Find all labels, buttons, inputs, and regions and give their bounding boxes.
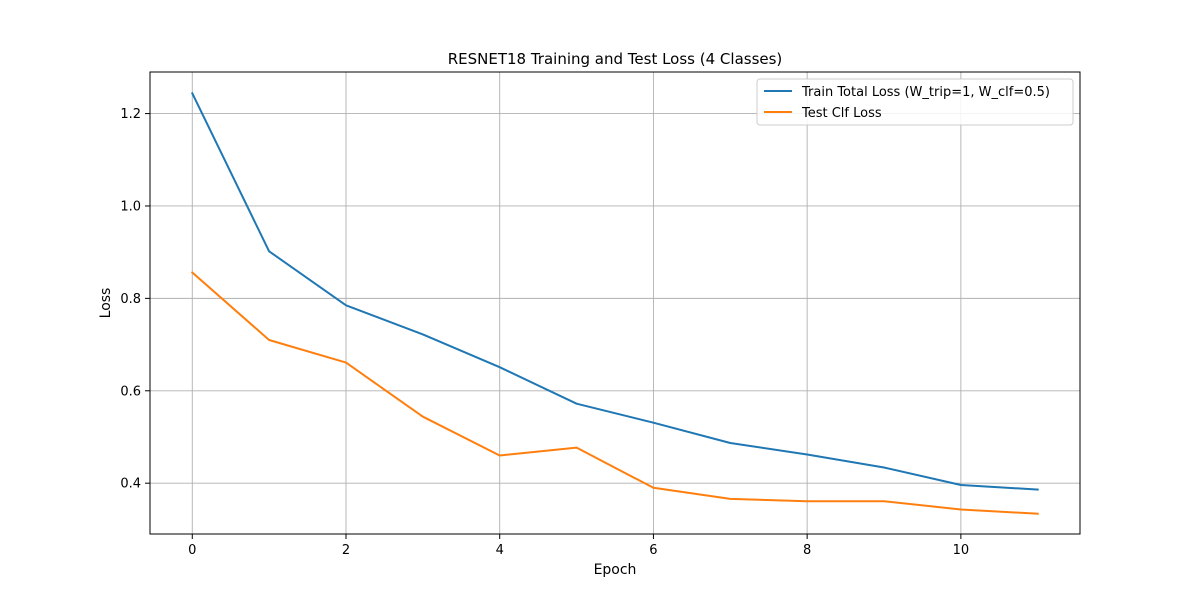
y-tick-label: 1.0 <box>120 199 141 214</box>
y-tick-label: 0.4 <box>120 477 141 492</box>
x-tick-label: 2 <box>342 543 350 558</box>
x-axis-label: Epoch <box>594 562 637 578</box>
y-tick-label: 0.8 <box>120 292 141 307</box>
y-tick-label: 1.2 <box>120 107 141 122</box>
x-tick-label: 4 <box>496 543 504 558</box>
x-tick-label: 6 <box>649 543 657 558</box>
x-tick-label: 10 <box>953 543 970 558</box>
y-axis-ticks: 0.4 0.6 0.8 1.0 1.2 <box>120 107 150 492</box>
series-line-test <box>190 271 1039 515</box>
series-lines <box>190 91 1039 515</box>
legend-label-test: Test Clf Loss <box>801 106 882 121</box>
series-line-train <box>190 91 1039 491</box>
x-tick-label: 8 <box>803 543 811 558</box>
y-axis-label: Loss <box>98 288 114 319</box>
x-axis-ticks: 0 2 4 6 8 10 <box>188 534 969 558</box>
legend: Train Total Loss (W_trip=1, W_clf=0.5) T… <box>756 78 1074 126</box>
x-tick-label: 0 <box>188 543 196 558</box>
chart-title: RESNET18 Training and Test Loss (4 Class… <box>448 50 783 68</box>
legend-box <box>756 78 1074 126</box>
y-tick-label: 0.6 <box>120 384 141 399</box>
legend-label-train: Train Total Loss (W_trip=1, W_clf=0.5) <box>801 85 1050 100</box>
plot-area-frame <box>149 71 1081 535</box>
